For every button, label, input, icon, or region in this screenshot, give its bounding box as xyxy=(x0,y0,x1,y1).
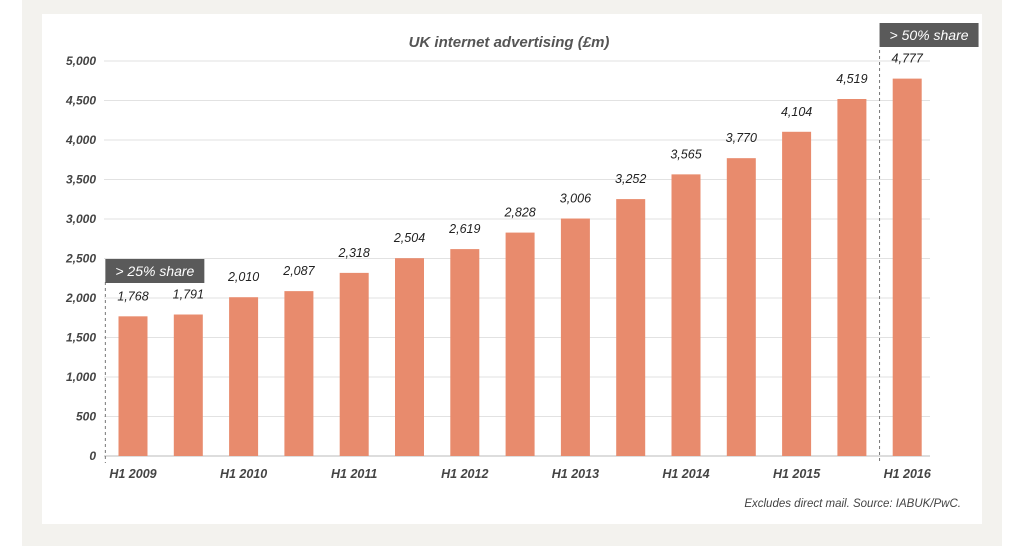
bar xyxy=(284,291,314,456)
annotations: > 25% share > 50% share xyxy=(105,23,979,283)
bar-value-label: 1,768 xyxy=(117,289,148,303)
y-tick-label: 1,500 xyxy=(66,331,96,345)
bar xyxy=(782,131,812,456)
chart-title: UK internet advertising (£m) xyxy=(409,34,610,51)
divider-lines xyxy=(104,50,881,463)
x-tick-label: H1 2009 xyxy=(109,467,156,481)
bar xyxy=(616,199,646,457)
y-tick-label: 2,500 xyxy=(65,252,96,266)
bar xyxy=(892,78,922,456)
y-tick-label: 0 xyxy=(89,449,96,463)
value-labels: 1,768 1,791 2,010 2,087 2,318 2,504 2,619 2,828… xyxy=(117,52,924,304)
bar xyxy=(339,272,369,456)
x-tick-label: H1 2016 xyxy=(884,467,932,481)
bar xyxy=(837,98,867,457)
bar-value-label: 3,252 xyxy=(615,172,646,186)
bar-value-label: 4,519 xyxy=(836,72,867,86)
bar xyxy=(229,297,259,456)
bars xyxy=(118,78,922,457)
x-tick-label: H1 2010 xyxy=(220,467,267,481)
bar xyxy=(173,314,203,456)
bar-value-label: 2,087 xyxy=(282,264,315,278)
x-tick-label: H1 2015 xyxy=(773,467,821,481)
bar-value-label: 3,770 xyxy=(726,131,757,145)
bar-value-label: 2,318 xyxy=(338,246,370,260)
bar-value-label: 1,791 xyxy=(173,288,204,302)
source-note: Excludes direct mail. Source: IABUK/PwC. xyxy=(744,498,961,510)
bar-value-label: 3,565 xyxy=(670,147,701,161)
bar xyxy=(560,218,590,456)
y-tick-label: 3,000 xyxy=(66,212,96,226)
annotation-box xyxy=(105,259,205,283)
x-tick-label: H1 2011 xyxy=(331,467,377,481)
bar xyxy=(450,249,480,456)
bar-value-label: 2,828 xyxy=(503,206,535,220)
x-axis: H1 2009 H1 2010 H1 2011 H1 2012 H1 2013 H1 20… xyxy=(109,467,932,481)
y-tick-label: 500 xyxy=(76,410,96,424)
annotation-label: > 50% share xyxy=(890,27,969,43)
y-axis: 5,000 4,500 4,000 3,500 3,000 2,500 2,000 1,500… xyxy=(65,54,96,463)
bar-value-label: 4,104 xyxy=(781,105,812,119)
bar xyxy=(671,174,701,457)
y-tick-label: 1,000 xyxy=(66,370,96,384)
y-tick-label: 3,500 xyxy=(66,173,96,187)
y-tick-label: 4,000 xyxy=(65,133,96,147)
bar xyxy=(726,158,756,457)
y-tick-label: 2,000 xyxy=(65,291,96,305)
bar-value-label: 2,619 xyxy=(448,222,480,236)
bar xyxy=(505,232,535,456)
y-tick-label: 5,000 xyxy=(66,54,96,68)
bar-value-label: 2,504 xyxy=(393,231,425,245)
bar xyxy=(118,316,148,456)
x-tick-label: H1 2013 xyxy=(552,467,599,481)
x-tick-label: H1 2014 xyxy=(662,467,709,481)
y-tick-label: 4,500 xyxy=(65,94,96,108)
x-tick-label: H1 2012 xyxy=(441,467,488,481)
bar-value-label: 2,010 xyxy=(227,270,259,284)
annotation-box xyxy=(879,23,979,47)
bar-value-label: 4,777 xyxy=(892,52,924,66)
bar xyxy=(395,258,424,456)
annotation-label: > 25% share xyxy=(115,263,194,279)
bar-value-label: 3,006 xyxy=(560,192,591,206)
